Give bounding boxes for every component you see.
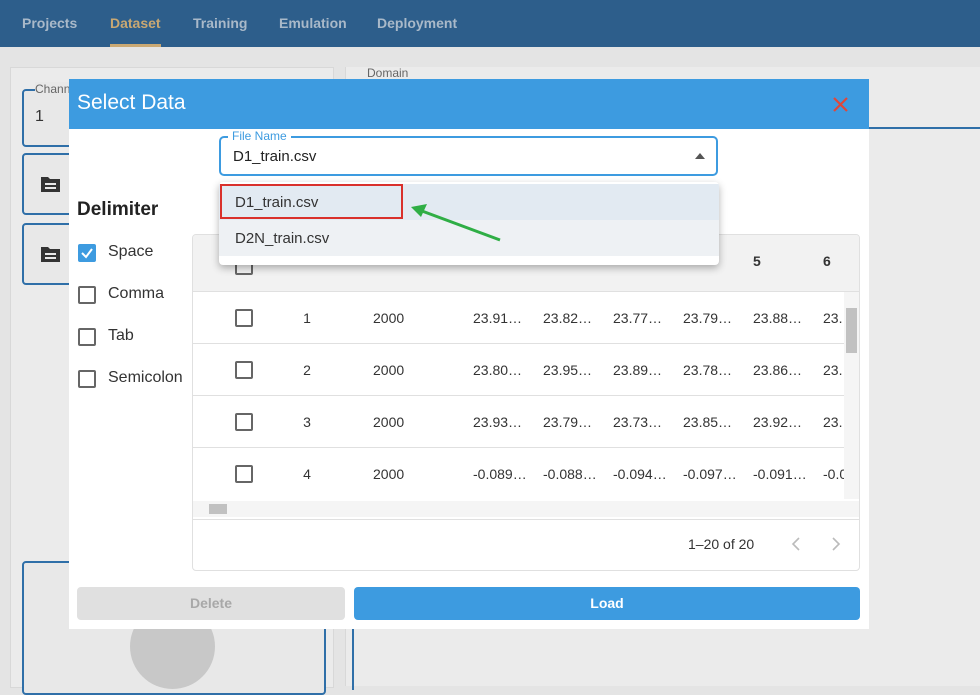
folder-icons: [41, 177, 60, 262]
dropdown-arrow[interactable]: [695, 153, 705, 159]
scroll-thumb[interactable]: [209, 504, 227, 514]
table-cell: 3: [303, 414, 311, 430]
table-cell: 23.: [823, 414, 843, 430]
dialog-title: Select Data: [77, 91, 186, 114]
table-cell: 23.79…: [543, 414, 593, 430]
delete-button[interactable]: Delete: [77, 587, 345, 620]
top-nav: Projects Dataset Training Emulation Deployme…: [0, 0, 980, 47]
table-cell: 23.89…: [613, 362, 663, 378]
v-scrollbar[interactable]: [844, 292, 859, 499]
table-cell: 23.77…: [613, 310, 663, 326]
table-cell: 23.79…: [683, 310, 733, 326]
table-cell: 23.82…: [543, 310, 593, 326]
nav-tab[interactable]: Projects: [22, 15, 78, 31]
delimiter-checkbox[interactable]: [78, 328, 96, 346]
active-indicator: [110, 44, 161, 47]
table-cell: -0.0: [823, 466, 844, 482]
nav-tab[interactable]: Emulation: [279, 15, 347, 31]
scroll-thumb[interactable]: [846, 308, 857, 353]
row-checkbox[interactable]: [235, 413, 253, 431]
dialog-header: Select Data: [69, 79, 869, 129]
delimiter-checkbox[interactable]: [78, 370, 96, 388]
select-data-dialog: Select Data File Name D1_train.csv D1_tr…: [69, 79, 869, 629]
table-cell: 2000: [373, 362, 405, 378]
nav-tab[interactable]: Training: [193, 15, 248, 31]
table-cell: -0.094…: [613, 466, 667, 482]
menu-option[interactable]: D2N_train.csv: [219, 220, 719, 256]
close-button[interactable]: [833, 97, 848, 112]
table-cell: 23.93…: [473, 414, 523, 430]
delimiter-checkbox[interactable]: [78, 286, 96, 304]
field-label: Chann: [35, 82, 71, 96]
row-separator: [193, 447, 844, 448]
table-cell: 23.86…: [753, 362, 803, 378]
row-checkbox[interactable]: [235, 465, 253, 483]
file-name-select[interactable]: [219, 136, 718, 176]
delimiter-label: Tab: [108, 327, 134, 344]
delimiter-label: Space: [108, 243, 154, 260]
file-name-label: File Name: [228, 129, 291, 143]
table-cell: -0.091…: [753, 466, 807, 482]
column-header: 5: [753, 253, 761, 269]
option-label: D1_train.csv: [235, 194, 319, 211]
table-cell: 23.: [823, 310, 843, 326]
table-cell: 23.80…: [473, 362, 523, 378]
table-cell: 2000: [373, 466, 405, 482]
table-cell: 23.92…: [753, 414, 803, 430]
table-body: 1 2000 23.91… 23.82… 23.77… 23.79… 23.88… 23. 2 2…: [193, 292, 844, 499]
file-menu: D1_train.csv D2N_train.csv: [219, 182, 719, 265]
table-cell: -0.097…: [683, 466, 737, 482]
delimiter-label: Semicolon: [108, 369, 183, 386]
table-cell: 23.85…: [683, 414, 733, 430]
table-cell: 23.91…: [473, 310, 523, 326]
panel-border: [352, 570, 354, 690]
check-mark: [81, 248, 93, 259]
row-separator: [193, 395, 844, 396]
load-button[interactable]: Load: [354, 587, 860, 620]
menu-option[interactable]: D1_train.csv: [219, 184, 719, 220]
file-name-value: D1_train.csv: [233, 148, 317, 165]
row-separator: [193, 343, 844, 344]
delimiter-label: Comma: [108, 285, 165, 302]
table-cell: 23.88…: [753, 310, 803, 326]
table-cell: 2: [303, 362, 311, 378]
nav-tab[interactable]: Deployment: [377, 15, 458, 31]
pagination-text: 1–20 of 20: [688, 536, 755, 552]
table-cell: 1: [303, 310, 311, 326]
delimiter-heading: Delimiter: [77, 199, 159, 220]
table-cell: 23.78…: [683, 362, 733, 378]
pagination-arrows[interactable]: [791, 537, 841, 551]
table-cell: 23.: [823, 362, 843, 378]
table-cell: -0.089…: [473, 466, 527, 482]
column-header: 6: [823, 253, 831, 269]
row-checkbox[interactable]: [235, 309, 253, 327]
option-label: D2N_train.csv: [235, 230, 330, 247]
table-cell: 2000: [373, 414, 405, 430]
table-cell: 2000: [373, 310, 405, 326]
delimiter-checkbox[interactable]: [78, 244, 96, 262]
table-cell: 23.95…: [543, 362, 593, 378]
table-cell: -0.088…: [543, 466, 597, 482]
field-label: Domain: [367, 66, 409, 80]
table-cell: 4: [303, 466, 311, 482]
nav-tab[interactable]: Dataset: [110, 15, 161, 31]
field-value: 1: [35, 108, 44, 125]
h-scrollbar[interactable]: [193, 501, 859, 517]
table-footer: 1–20 of 20: [193, 519, 859, 570]
field-border: [869, 127, 980, 129]
row-checkbox[interactable]: [235, 361, 253, 379]
table-cell: 23.73…: [613, 414, 663, 430]
